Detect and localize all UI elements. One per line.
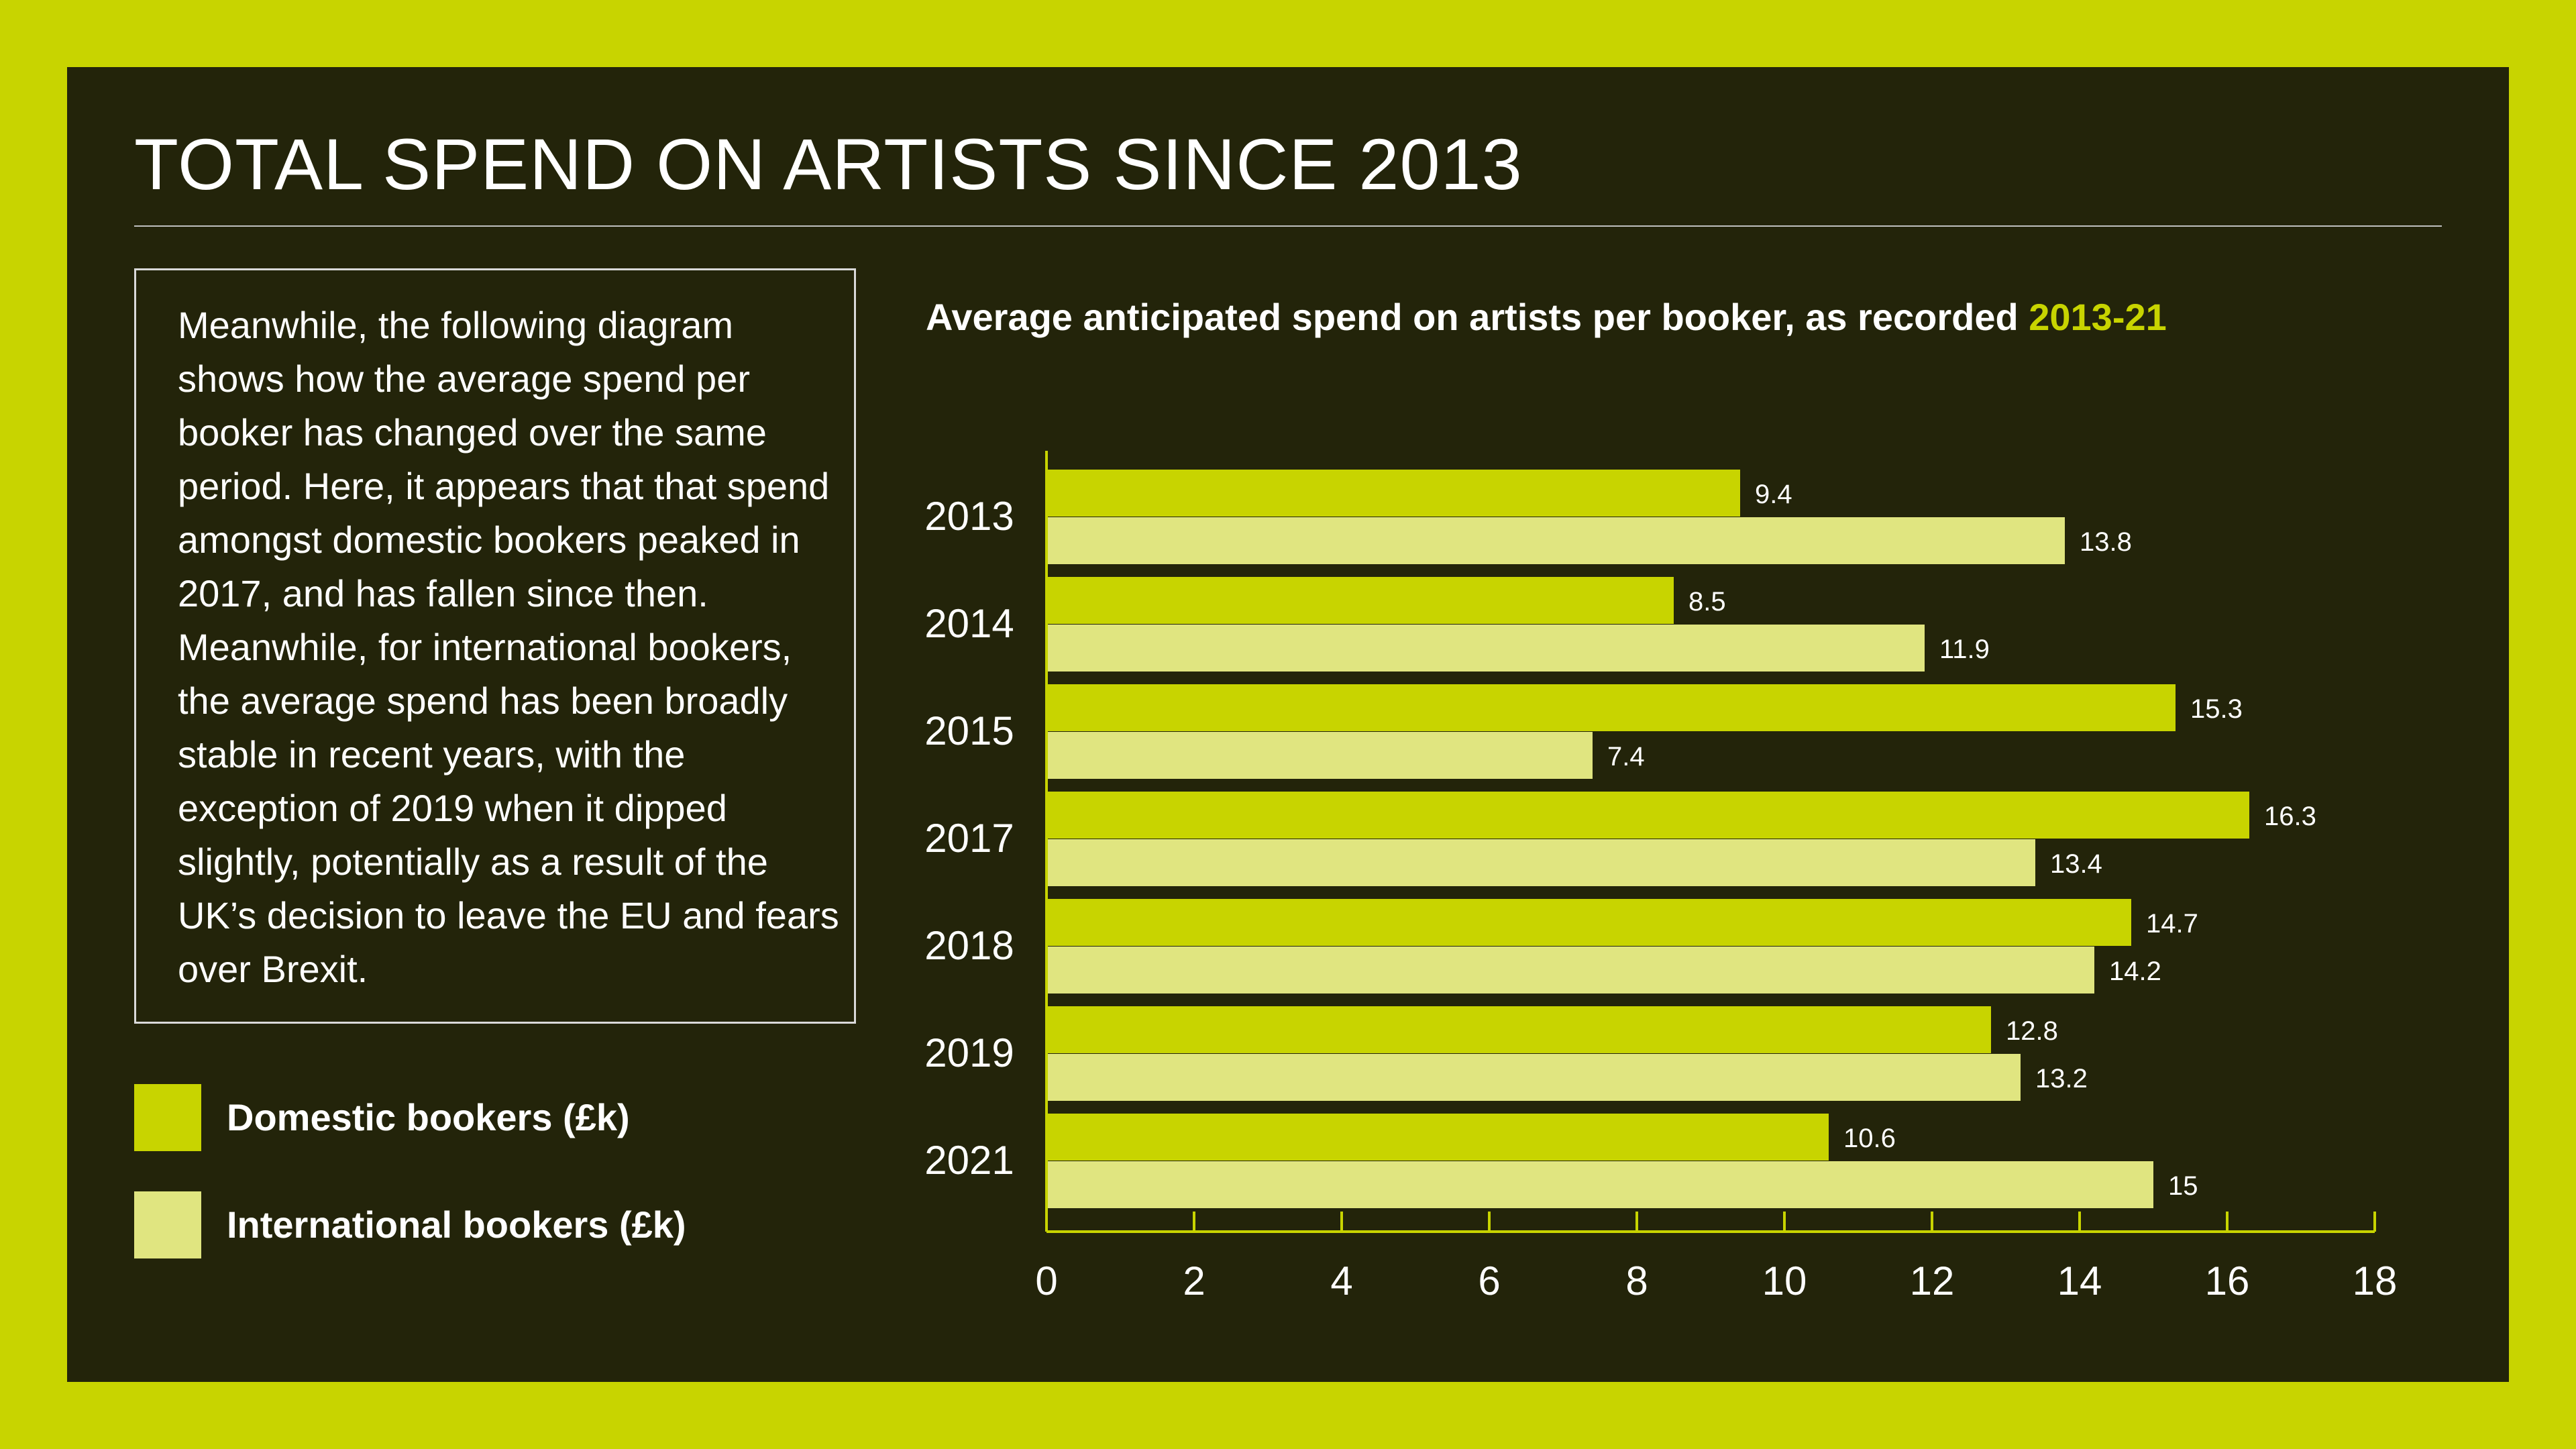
legend-swatch-international: [134, 1191, 201, 1258]
bar-domestic-2019: [1046, 1006, 1991, 1053]
bar-domestic-2013: [1046, 470, 1740, 517]
chart-title: Average anticipated spend on artists per…: [926, 295, 2167, 339]
y-tick-label-2017: 2017: [924, 816, 1014, 861]
bar-international-2018: [1046, 947, 2094, 994]
data-label-domestic-2019: 12.8: [2006, 1016, 2058, 1046]
data-label-international-2015: 7.4: [1607, 742, 1645, 771]
description-box: Meanwhile, the following diagram shows h…: [134, 268, 856, 1024]
data-label-domestic-2017: 16.3: [2264, 802, 2316, 831]
x-tick-label-4: 4: [1330, 1258, 1352, 1303]
data-label-domestic-2013: 9.4: [1755, 480, 1792, 509]
chart-title-years: 2013-21: [2029, 296, 2167, 338]
bar-domestic-2018: [1046, 899, 2131, 946]
data-label-international-2013: 13.8: [2080, 527, 2132, 557]
y-tick-label-2019: 2019: [924, 1030, 1014, 1075]
y-tick-label-2013: 2013: [924, 494, 1014, 539]
x-tick-label-12: 12: [1910, 1258, 1955, 1303]
y-tick-label-2014: 2014: [924, 601, 1014, 646]
bar-international-2013: [1046, 517, 2065, 564]
y-tick-label-2021: 2021: [924, 1138, 1014, 1183]
data-label-domestic-2018: 14.7: [2146, 909, 2198, 938]
data-label-international-2018: 14.2: [2109, 957, 2161, 986]
data-label-international-2014: 11.9: [1939, 635, 1990, 664]
bar-international-2021: [1046, 1161, 2153, 1208]
legend-label-domestic: Domestic bookers (£k): [227, 1096, 630, 1138]
data-label-domestic-2014: 8.5: [1688, 587, 1726, 616]
bar-international-2019: [1046, 1054, 2021, 1101]
bar-international-2017: [1046, 839, 2035, 886]
data-label-international-2021: 15: [2168, 1171, 2198, 1201]
title-divider: [134, 225, 2442, 227]
x-tick-label-8: 8: [1625, 1258, 1648, 1303]
y-tick-label-2018: 2018: [924, 923, 1014, 968]
x-tick-label-18: 18: [2353, 1258, 2398, 1303]
bar-domestic-2021: [1046, 1114, 1829, 1161]
bar-international-2015: [1046, 732, 1593, 779]
bar-domestic-2015: [1046, 684, 2176, 731]
legend-swatch-domestic: [134, 1084, 201, 1151]
x-tick-label-14: 14: [2057, 1258, 2102, 1303]
data-label-domestic-2015: 15.3: [2190, 694, 2243, 724]
bar-international-2014: [1046, 625, 1925, 672]
description-text: Meanwhile, the following diagram shows h…: [178, 304, 839, 990]
legend-label-international: International bookers (£k): [227, 1203, 686, 1246]
data-label-domestic-2021: 10.6: [1843, 1124, 1896, 1153]
x-tick-label-6: 6: [1478, 1258, 1500, 1303]
y-tick-label-2015: 2015: [924, 708, 1014, 753]
x-tick-label-16: 16: [2205, 1258, 2250, 1303]
chart-title-text: Average anticipated spend on artists per…: [926, 296, 2019, 338]
bar-domestic-2014: [1046, 577, 1674, 624]
bar-domestic-2017: [1046, 792, 2249, 839]
x-tick-label-2: 2: [1183, 1258, 1205, 1303]
data-label-international-2017: 13.4: [2050, 849, 2102, 879]
page-title: TOTAL SPEND ON ARTISTS SINCE 2013: [134, 123, 1523, 205]
data-label-international-2019: 13.2: [2035, 1064, 2088, 1093]
x-tick-label-10: 10: [1762, 1258, 1807, 1303]
x-tick-label-0: 0: [1035, 1258, 1057, 1303]
